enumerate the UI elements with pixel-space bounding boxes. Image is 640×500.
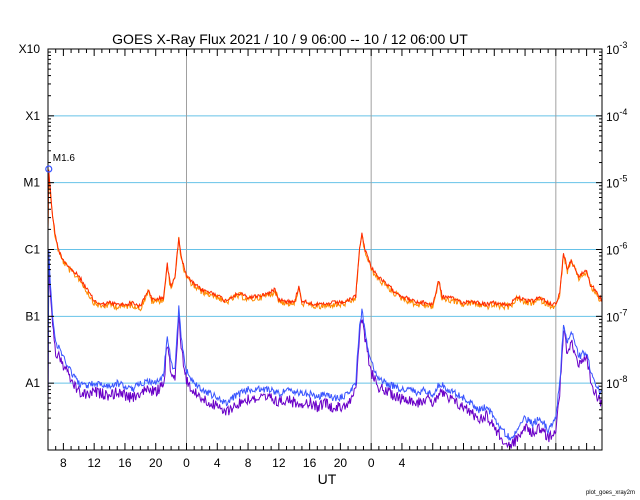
series-secondary-line	[47, 174, 603, 312]
tick-layer	[47, 48, 603, 450]
flare-class-label: B1	[25, 309, 40, 323]
right-axis-tick-label: 10-6	[606, 241, 627, 258]
x-axis-label: UT	[318, 471, 337, 487]
flare-class-label: X10	[19, 42, 41, 56]
flare-class-label: M1	[23, 176, 40, 190]
credit-label: plot_goes_xray2m	[586, 490, 635, 496]
flare-class-label: X1	[25, 109, 40, 123]
x-tick-label: 16	[303, 456, 317, 470]
flare-class-label: C1	[25, 243, 41, 257]
flare-annotation-label: M1.6	[53, 153, 76, 164]
x-tick-label: 0	[183, 456, 190, 470]
flare-peak-marker	[45, 165, 53, 173]
x-tick-label: 20	[334, 456, 348, 470]
right-axis-tick-label: 10-3	[606, 40, 627, 57]
x-tick-label: 12	[272, 456, 286, 470]
x-tick-label: 4	[399, 456, 406, 470]
right-axis-tick-label: 10-4	[606, 107, 627, 124]
x-tick-label: 12	[87, 456, 101, 470]
x-tick-label: 4	[214, 456, 221, 470]
series-line	[47, 169, 603, 309]
series-layer	[47, 169, 603, 449]
series-line	[47, 250, 603, 442]
x-tick-label: 0	[368, 456, 375, 470]
chart-title: GOES X-Ray Flux 2021 / 10 / 9 06:00 -- 1…	[112, 31, 468, 47]
series-secondary-line	[47, 256, 603, 449]
x-tick-label: 8	[245, 456, 252, 470]
right-axis-tick-label: 10-5	[606, 174, 627, 191]
x-tick-label: 16	[118, 456, 132, 470]
grid-layer	[48, 49, 602, 450]
right-axis-tick-label: 10-8	[606, 374, 627, 391]
x-tick-label: 20	[149, 456, 163, 470]
label-layer: A1 B1 C1 M1 X1 X10 10-3 10-4 10-5 10-6 10-7 10-8 8 12…	[19, 40, 628, 470]
right-axis-tick-label: 10-7	[606, 307, 627, 324]
x-tick-label: 8	[60, 456, 67, 470]
flare-class-label: A1	[25, 376, 40, 390]
